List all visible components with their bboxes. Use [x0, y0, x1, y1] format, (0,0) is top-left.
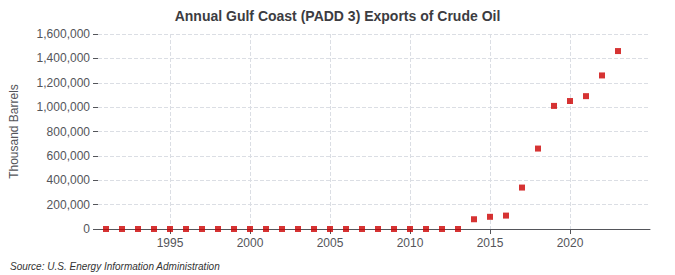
svg-text:Annual Gulf Coast (PADD 3) Exp: Annual Gulf Coast (PADD 3) Exports of Cr… [175, 8, 501, 24]
svg-text:1,400,000: 1,400,000 [37, 51, 91, 65]
svg-text:200,000: 200,000 [47, 198, 91, 212]
svg-text:2005: 2005 [317, 236, 344, 250]
svg-text:1,000,000: 1,000,000 [37, 100, 91, 114]
svg-text:Source: U.S. Energy Informatio: Source: U.S. Energy Information Administ… [10, 261, 220, 272]
svg-text:2010: 2010 [397, 236, 424, 250]
svg-text:2000: 2000 [237, 236, 264, 250]
svg-text:1,600,000: 1,600,000 [37, 27, 91, 41]
svg-text:600,000: 600,000 [47, 149, 91, 163]
svg-text:800,000: 800,000 [47, 125, 91, 139]
svg-text:1995: 1995 [157, 236, 184, 250]
svg-text:2020: 2020 [557, 236, 584, 250]
svg-text:1,200,000: 1,200,000 [37, 76, 91, 90]
svg-text:2015: 2015 [477, 236, 504, 250]
svg-text:0: 0 [83, 222, 90, 236]
svg-text:400,000: 400,000 [47, 173, 91, 187]
svg-text:Thousand Barrels: Thousand Barrels [7, 84, 21, 179]
